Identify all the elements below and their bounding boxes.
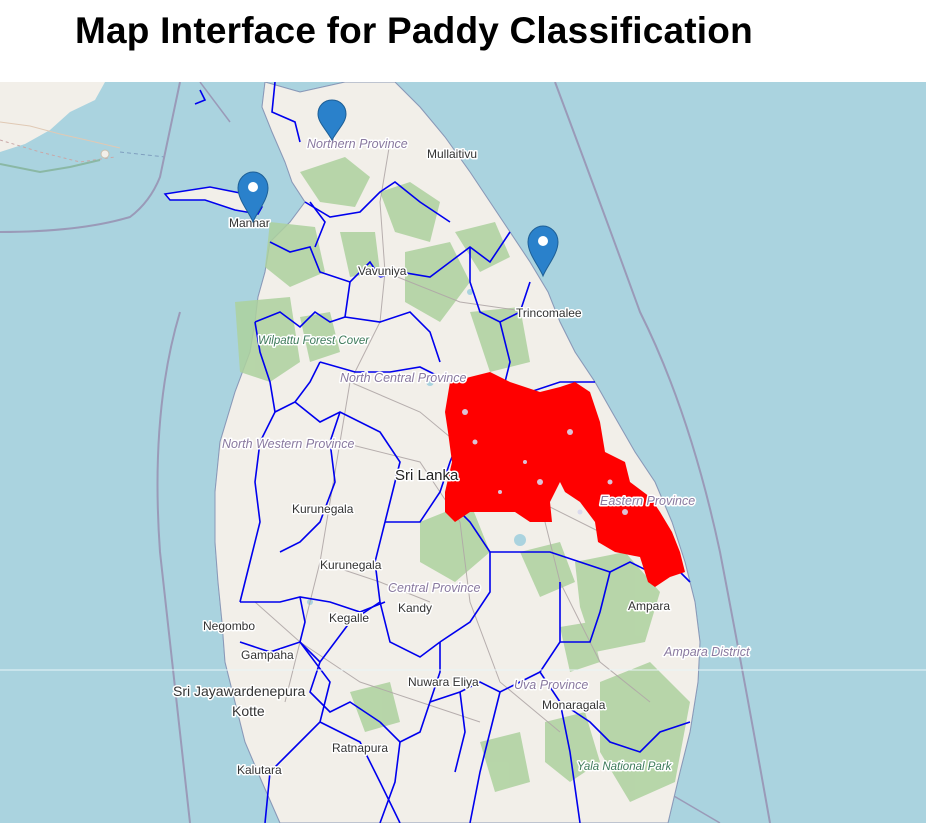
map-pin-icon[interactable] — [527, 225, 559, 278]
label-ampara: Ampara — [628, 599, 670, 613]
india-coast — [0, 82, 105, 152]
page-title: Map Interface for Paddy Classification — [75, 10, 753, 51]
label-kegalle: Kegalle — [329, 611, 369, 625]
label-wilpattu: Wilpattu Forest Cover — [258, 335, 370, 347]
marker-mannar[interactable] — [237, 171, 269, 224]
label-yala: Yala National Park — [577, 761, 673, 773]
label-northern-province: Northern Province — [307, 137, 408, 151]
label-eastern-province: Eastern Province — [600, 494, 695, 508]
classified-paddy-overlay — [445, 372, 685, 587]
map-canvas[interactable]: Northern Province Mullaitivu Mannar Vavu… — [0, 82, 926, 823]
marker-trincomalee[interactable] — [527, 225, 559, 278]
marker-jaffna[interactable] — [317, 99, 347, 141]
label-mullaitivu: Mullaitivu — [427, 147, 477, 161]
label-kalutara: Kalutara — [237, 763, 282, 777]
label-monaragala: Monaragala — [542, 698, 606, 712]
label-gampaha: Gampaha — [241, 648, 294, 662]
map-view[interactable]: Northern Province Mullaitivu Mannar Vavu… — [0, 82, 926, 823]
maritime-boundary — [0, 82, 181, 233]
label-sri-lanka: Sri Lanka — [395, 467, 459, 484]
label-vavuniya: Vavuniya — [358, 264, 407, 278]
label-uva-province: Uva Province — [514, 678, 588, 692]
mannar-island — [163, 186, 263, 215]
label-kotte: Kotte — [232, 703, 265, 719]
label-sri-jayawardenepura: Sri Jayawardenepura — [173, 683, 306, 699]
label-nuwara-eliya: Nuwara Eliya — [408, 675, 479, 689]
label-north-western-province: North Western Province — [222, 437, 355, 451]
label-ratnapura: Ratnapura — [332, 741, 388, 755]
label-ampara-district: Ampara District — [663, 645, 750, 659]
forest-areas — [235, 157, 690, 802]
label-kurunegala: Kurunegala — [320, 558, 382, 572]
map-labels: Northern Province Mullaitivu Mannar Vavu… — [172, 136, 752, 779]
label-north-central-province: North Central Province — [340, 371, 466, 385]
label-kurunegala-region: Kurunegala — [292, 502, 354, 516]
label-trincomalee: Trincomalee — [516, 306, 582, 320]
label-central-province: Central Province — [388, 581, 480, 595]
label-negombo: Negombo — [203, 619, 255, 633]
label-kandy: Kandy — [398, 601, 432, 615]
map-pin-icon[interactable] — [237, 171, 269, 224]
label-mannar: Mannar — [229, 216, 270, 230]
